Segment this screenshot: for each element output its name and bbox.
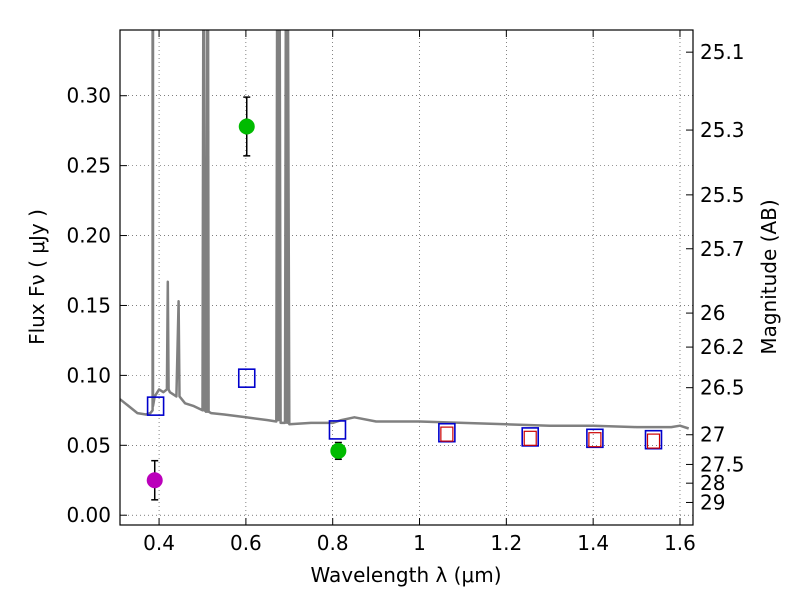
mag-tick-label: 26.5 bbox=[700, 376, 745, 400]
x-tick-label: 1.6 bbox=[664, 531, 696, 555]
series-layer bbox=[120, 30, 690, 501]
x-tick-label: 1.4 bbox=[577, 531, 609, 555]
y-tick-label: 0.15 bbox=[66, 293, 111, 317]
detection-point bbox=[330, 442, 347, 459]
detection-point bbox=[146, 472, 163, 489]
mag-tick-label: 27.5 bbox=[700, 452, 745, 476]
mag-tick-label: 26.2 bbox=[700, 335, 745, 359]
y-tick-label: 0.25 bbox=[66, 154, 111, 178]
blue-square-point bbox=[586, 428, 604, 449]
mag-tick-label: 28 bbox=[700, 471, 725, 495]
y-tick-label: 0.05 bbox=[66, 433, 111, 457]
mag-tick-label: 27 bbox=[700, 423, 725, 447]
red-square-point bbox=[646, 433, 661, 449]
plot-frame bbox=[119, 29, 694, 526]
blue-square-point bbox=[644, 429, 663, 450]
blue-square-point bbox=[328, 420, 347, 440]
red-square-point bbox=[440, 426, 454, 442]
mag-tick-label: 25.1 bbox=[700, 40, 745, 64]
blue-square-point bbox=[521, 427, 540, 447]
x-tick-label: 0.8 bbox=[317, 531, 349, 555]
mag-tick-label: 25.7 bbox=[700, 237, 745, 261]
mag-tick-label: 26 bbox=[700, 301, 725, 325]
y-tick-label: 0.10 bbox=[66, 363, 111, 387]
blue-square-point bbox=[237, 368, 256, 388]
blue-square-point bbox=[146, 396, 165, 416]
ticks: 0.4 0.6 0.8 1 1.2 1.4 1.6 0.00 0.05 0.10 0.15 0.20 0… bbox=[66, 30, 745, 555]
x-axis-label: Wavelength λ (μm) bbox=[310, 563, 501, 587]
grid bbox=[120, 30, 693, 525]
y-axis-label: Flux Fν ( μJy ) bbox=[25, 209, 49, 345]
mag-tick-label: 29 bbox=[700, 490, 725, 514]
y-tick-label: 0.20 bbox=[66, 224, 111, 248]
red-square-point bbox=[588, 432, 602, 448]
mag-tick-label: 25.5 bbox=[700, 183, 745, 207]
y2-axis-label: Magnitude (AB) bbox=[757, 199, 781, 354]
y-tick-label: 0.00 bbox=[66, 503, 111, 527]
x-tick-label: 1.2 bbox=[490, 531, 522, 555]
x-tick-label: 1 bbox=[413, 531, 426, 555]
blue-square-point bbox=[438, 422, 456, 443]
y-tick-label: 0.30 bbox=[66, 84, 111, 108]
mag-tick-label: 25.3 bbox=[700, 118, 745, 142]
x-tick-label: 0.6 bbox=[230, 531, 262, 555]
detection-point bbox=[238, 118, 255, 135]
x-tick-label: 0.4 bbox=[143, 531, 175, 555]
red-square-point bbox=[523, 430, 537, 446]
spectrum-line bbox=[120, 30, 690, 430]
plot-background bbox=[120, 30, 693, 525]
